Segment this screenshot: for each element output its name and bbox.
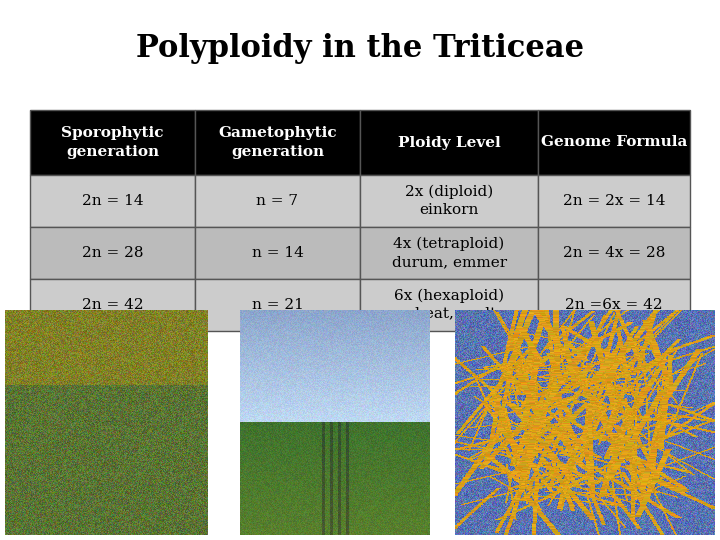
- Text: Sporophytic
generation: Sporophytic generation: [61, 126, 163, 159]
- Bar: [539, 279, 690, 331]
- Text: n = 7: n = 7: [256, 194, 299, 208]
- Text: n = 21: n = 21: [251, 298, 303, 312]
- Text: 2n = 28: 2n = 28: [82, 246, 143, 260]
- Bar: [195, 279, 360, 331]
- Text: Ploidy Level: Ploidy Level: [397, 136, 500, 150]
- Text: Genome Formula: Genome Formula: [541, 136, 688, 150]
- Text: 2n = 4x = 28: 2n = 4x = 28: [563, 246, 665, 260]
- Text: 2n = 14: 2n = 14: [81, 194, 143, 208]
- Text: 2n =6x = 42: 2n =6x = 42: [565, 298, 663, 312]
- Bar: [195, 175, 360, 227]
- Text: n = 14: n = 14: [251, 246, 303, 260]
- Bar: [360, 227, 539, 279]
- Bar: [360, 110, 539, 175]
- Text: Gametophytic
generation: Gametophytic generation: [218, 126, 337, 159]
- Text: 4x (tetraploid)
durum, emmer: 4x (tetraploid) durum, emmer: [392, 237, 507, 269]
- Bar: [539, 110, 690, 175]
- Bar: [195, 227, 360, 279]
- Text: 6x (hexaploid)
wheat, spelt: 6x (hexaploid) wheat, spelt: [394, 288, 504, 321]
- Text: 2n = 2x = 14: 2n = 2x = 14: [563, 194, 665, 208]
- Bar: [360, 279, 539, 331]
- Bar: [360, 175, 539, 227]
- Bar: [539, 175, 690, 227]
- Bar: [30, 279, 195, 331]
- Bar: [30, 110, 195, 175]
- Bar: [30, 175, 195, 227]
- Bar: [539, 227, 690, 279]
- Bar: [195, 110, 360, 175]
- Text: 2x (diploid)
einkorn: 2x (diploid) einkorn: [405, 185, 493, 218]
- Text: Polyploidy in the Triticeae: Polyploidy in the Triticeae: [136, 32, 584, 64]
- Text: 2n = 42: 2n = 42: [81, 298, 143, 312]
- Bar: [30, 227, 195, 279]
